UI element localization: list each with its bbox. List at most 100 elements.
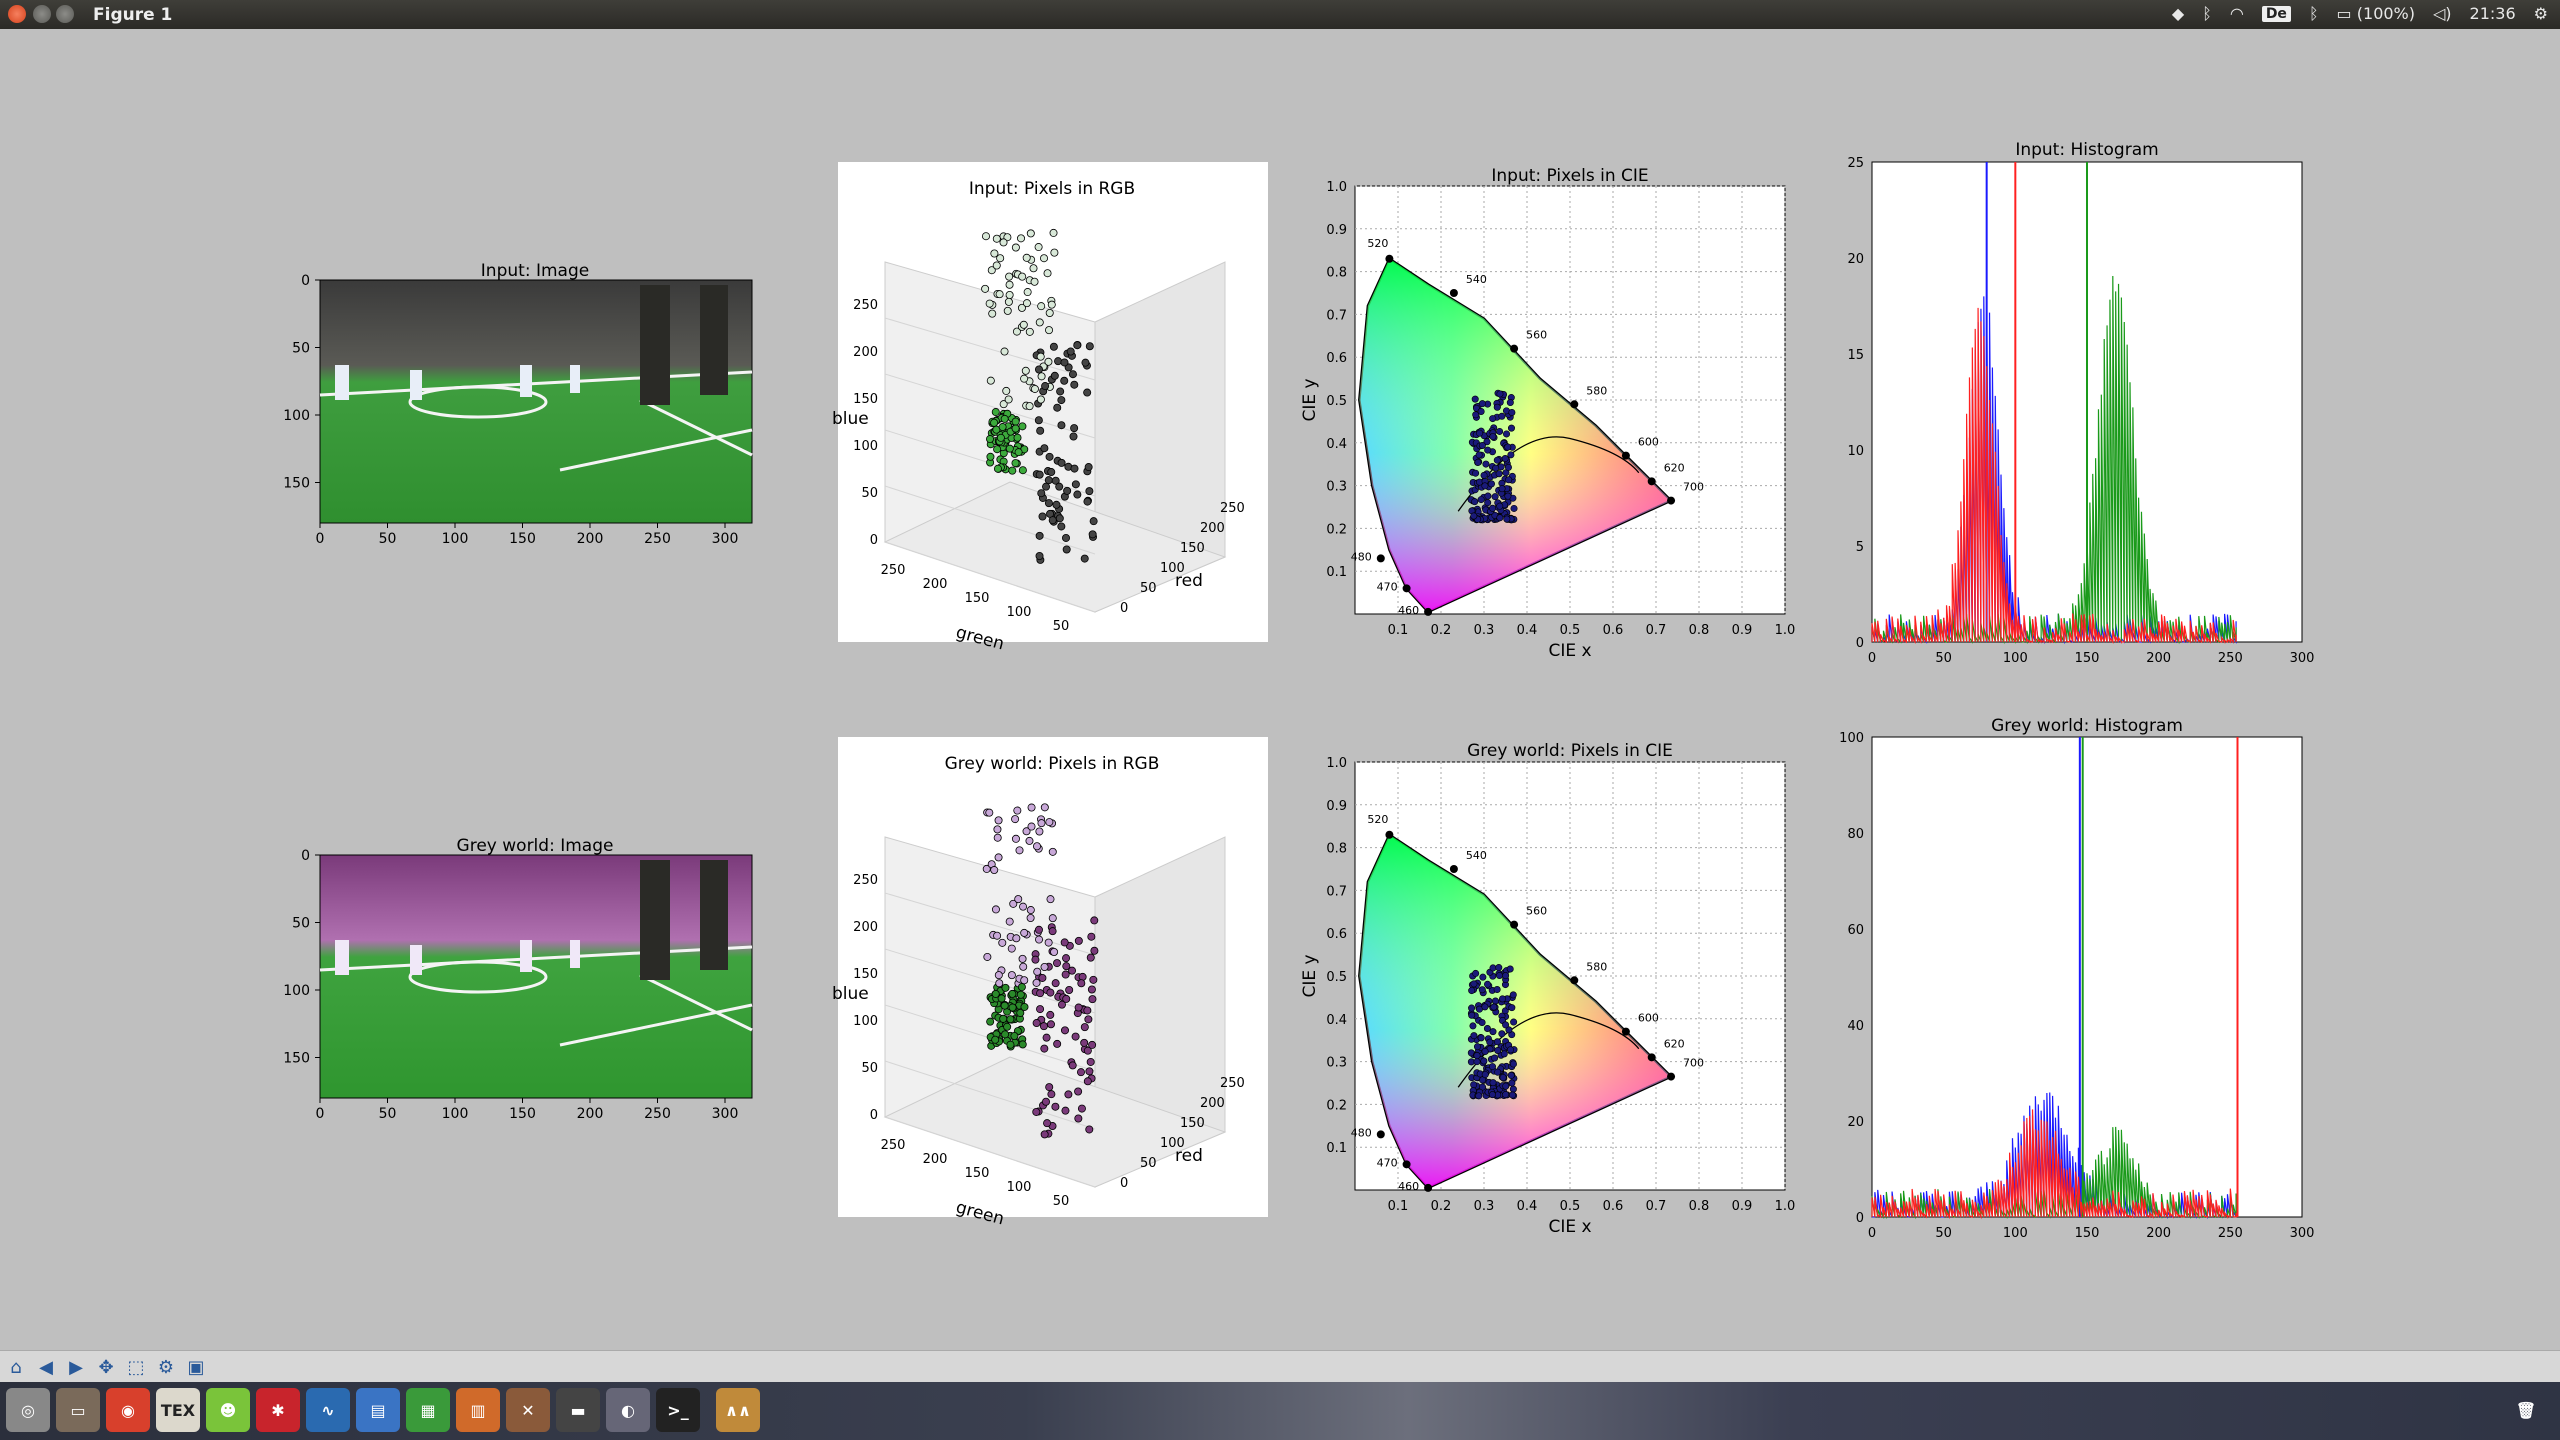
gnome-icon[interactable]: ☻ — [206, 1388, 250, 1432]
rgb-point — [1040, 963, 1049, 972]
rgb-point — [1022, 253, 1031, 262]
cie-point — [1502, 972, 1510, 980]
rgb-point — [992, 261, 1001, 270]
wavelength-label: 600 — [1638, 1012, 1659, 1025]
rgb-point — [999, 1014, 1008, 1023]
rgb-point — [999, 400, 1008, 409]
rgb-point — [1032, 978, 1041, 987]
rgb-point — [1032, 1107, 1041, 1116]
z-tick-label: 100 — [853, 1014, 878, 1029]
settings-icon[interactable]: ✕ — [506, 1388, 550, 1432]
grid-line — [884, 892, 1096, 956]
top-panel: Figure 1 ◆ ᛒ ◠ De ᛒ ▭ (100%) ◁) 21:36 ⚙ — [0, 0, 2560, 29]
x-tick-label: 0 — [1868, 651, 1876, 666]
bluetooth-icon[interactable]: ᛒ — [2202, 4, 2212, 23]
battery-status[interactable]: ▭ (100%) — [2337, 4, 2415, 23]
z-axis-label: blue — [832, 409, 869, 429]
rgb-point — [1051, 1102, 1060, 1111]
cie-point — [1476, 429, 1484, 437]
y-tick-label: 40 — [1847, 1019, 1864, 1034]
rgb-point — [1046, 1010, 1055, 1019]
configure-icon[interactable]: ⚙ — [157, 1356, 175, 1378]
wavelength-marker — [1667, 496, 1676, 505]
rgb-point — [1032, 842, 1041, 851]
cie-point — [1507, 1071, 1515, 1079]
y-tick-label: 0.3 — [1326, 480, 1347, 495]
grid-line — [884, 541, 1096, 613]
wifi-icon[interactable]: ◠ — [2229, 4, 2244, 23]
maximize-icon[interactable] — [56, 5, 74, 23]
dash-icon[interactable]: ◎ — [6, 1388, 50, 1432]
cie-point — [1470, 980, 1478, 988]
rgb-point — [1080, 1038, 1089, 1047]
presentation-icon[interactable]: ▥ — [456, 1388, 500, 1432]
minimize-icon[interactable] — [33, 5, 51, 23]
dropbox-icon[interactable]: ◆ — [2171, 4, 2185, 23]
home-icon[interactable]: ⌂ — [10, 1356, 22, 1378]
rgb-point — [1021, 366, 1030, 375]
battery-icon: ▭ — [2336, 4, 2352, 23]
window-icon[interactable]: ▬ — [556, 1388, 600, 1432]
wavelength-label: 540 — [1466, 849, 1487, 862]
gear-icon[interactable]: ⚙ — [2533, 4, 2548, 23]
trash-icon[interactable]: 🗑 — [2515, 1400, 2537, 1420]
document-icon[interactable]: ▤ — [356, 1388, 400, 1432]
chrome-icon[interactable]: ◉ — [106, 1388, 150, 1432]
pan-icon[interactable]: ✥ — [98, 1356, 114, 1378]
y-tick-label: 0.4 — [1326, 1013, 1347, 1028]
rgb-point — [1030, 277, 1039, 286]
save-icon[interactable]: ▣ — [187, 1356, 205, 1378]
rgb-point — [1083, 497, 1092, 506]
mendeley-icon[interactable]: ✱ — [256, 1388, 300, 1432]
figure-canvas[interactable]: Input: Image 0 50 100 150 200 250 300 0 50 100 150… — [0, 29, 2560, 1350]
wavelength-label: 460 — [1398, 1180, 1419, 1193]
back-icon[interactable]: ◀ — [39, 1356, 53, 1378]
rgb-point — [1047, 1090, 1056, 1099]
files-icon[interactable]: ▭ — [56, 1388, 100, 1432]
bluetooth-icon[interactable]: ᛒ — [2308, 4, 2319, 23]
close-icon[interactable] — [8, 5, 26, 23]
x-tick-label: 300 — [712, 531, 739, 547]
terminal-icon[interactable]: >_ — [656, 1388, 700, 1432]
clock[interactable]: 21:36 — [2469, 4, 2516, 23]
keyboard-layout[interactable]: De — [2261, 5, 2291, 22]
cie-point — [1493, 456, 1501, 464]
rgb-point — [1088, 1040, 1097, 1049]
spectral-locus-shade — [1359, 834, 1672, 1188]
cie-point — [1494, 1068, 1502, 1076]
z-tick-label: 150 — [853, 392, 878, 407]
cie-point — [1487, 480, 1495, 488]
y-axis-label: CIE y — [1300, 954, 1320, 997]
rgb-point — [1066, 347, 1075, 356]
rgb-point — [1044, 499, 1053, 508]
rgb-point — [993, 833, 1002, 842]
rgb-point — [1036, 989, 1045, 998]
spreadsheet-icon[interactable]: ▦ — [406, 1388, 450, 1432]
red-tick-label: 250 — [1220, 501, 1245, 516]
rgb-point — [1008, 1003, 1017, 1012]
rgb-point — [1046, 895, 1055, 904]
monitor-icon[interactable]: ∿ — [306, 1388, 350, 1432]
wave-icon[interactable]: ∧∧ — [716, 1388, 760, 1432]
field-lines — [319, 370, 753, 472]
cie-point — [1477, 1034, 1485, 1042]
rgb-point — [1004, 395, 1013, 404]
rgb-point — [982, 864, 991, 873]
rgb-point — [1043, 1119, 1052, 1128]
zoom-icon[interactable]: ⬚ — [127, 1356, 145, 1378]
x-tick-label: 0.5 — [1560, 623, 1581, 638]
cie-point — [1507, 1046, 1515, 1054]
volume-icon[interactable]: ◁) — [2433, 4, 2452, 23]
forward-icon[interactable]: ▶ — [69, 1356, 83, 1378]
rgb-point — [1014, 895, 1023, 904]
rgb-point — [1004, 297, 1013, 306]
rgb-point — [1015, 846, 1024, 855]
tex-icon[interactable]: TEX — [156, 1388, 200, 1432]
rgb-point — [1074, 1003, 1083, 1012]
x-tick-label: 50 — [379, 1106, 397, 1122]
red-tick-label: 150 — [1180, 541, 1205, 556]
disk-icon[interactable]: ◐ — [606, 1388, 650, 1432]
rgb-point — [1090, 916, 1099, 925]
rgb-point — [993, 464, 1002, 473]
input-image — [319, 279, 753, 524]
